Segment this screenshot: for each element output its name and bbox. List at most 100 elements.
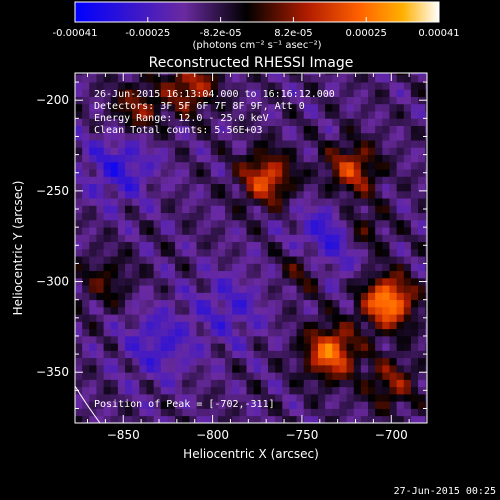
heatmap-cell bbox=[239, 241, 247, 250]
heatmap-cell bbox=[267, 96, 276, 105]
heatmap-cell bbox=[310, 393, 319, 402]
heatmap-cell bbox=[167, 335, 176, 344]
heatmap-cell bbox=[253, 241, 262, 250]
heatmap-cell bbox=[117, 190, 126, 199]
heatmap-cell bbox=[182, 96, 190, 105]
heatmap-cell bbox=[267, 306, 276, 315]
heatmap-cell bbox=[346, 263, 355, 272]
heatmap-cell bbox=[410, 118, 419, 126]
heatmap-cell bbox=[267, 227, 276, 235]
heatmap-cell bbox=[368, 299, 376, 308]
heatmap-cell bbox=[375, 154, 383, 163]
heatmap-cell bbox=[382, 263, 390, 272]
heatmap-cell bbox=[110, 205, 119, 214]
heatmap-cell bbox=[318, 154, 326, 163]
heatmap-cell bbox=[89, 198, 97, 206]
heatmap-cell bbox=[232, 219, 240, 228]
heatmap-cell bbox=[125, 343, 133, 351]
heatmap-cell bbox=[396, 292, 405, 301]
heatmap-cell bbox=[410, 103, 419, 112]
heatmap-cell bbox=[368, 277, 376, 286]
heatmap-cell bbox=[296, 125, 305, 134]
heatmap-cell bbox=[203, 328, 212, 337]
heatmap-cell bbox=[217, 154, 226, 163]
heatmap-cell bbox=[110, 190, 119, 199]
heatmap-cell bbox=[89, 263, 97, 272]
heatmap-cell bbox=[353, 306, 362, 315]
heatmap-cell bbox=[375, 132, 383, 141]
heatmap-cell bbox=[260, 73, 269, 76]
heatmap-cell bbox=[225, 393, 233, 402]
heatmap-cell bbox=[267, 103, 276, 112]
heatmap-cell bbox=[310, 386, 319, 395]
heatmap-cell bbox=[210, 74, 219, 83]
heatmap-cell bbox=[167, 299, 176, 308]
heatmap-cell bbox=[360, 132, 369, 141]
heatmap-cell bbox=[125, 415, 133, 423]
heatmap-cell bbox=[75, 154, 83, 163]
heatmap-cell bbox=[82, 241, 90, 250]
heatmap-cell bbox=[339, 292, 347, 301]
heatmap-cell bbox=[225, 306, 233, 315]
heatmap-cell bbox=[353, 118, 362, 126]
heatmap-cell bbox=[375, 343, 383, 351]
heatmap-cell bbox=[167, 176, 176, 185]
heatmap-cell bbox=[96, 372, 104, 380]
heatmap-cell bbox=[318, 299, 326, 308]
heatmap-cell bbox=[217, 386, 226, 395]
heatmap-cell bbox=[410, 161, 419, 170]
heatmap-cell bbox=[117, 111, 126, 119]
heatmap-cell bbox=[217, 169, 226, 177]
heatmap-cell bbox=[289, 74, 297, 83]
heatmap-cell bbox=[153, 393, 162, 402]
heatmap-cell bbox=[360, 408, 369, 417]
heatmap-cell bbox=[418, 219, 426, 228]
heatmap-cell bbox=[253, 176, 262, 185]
heatmap-cell bbox=[196, 183, 205, 192]
heatmap-cell bbox=[167, 190, 176, 199]
heatmap-cell bbox=[389, 248, 398, 257]
heatmap-cell bbox=[403, 111, 412, 119]
heatmap-cell bbox=[382, 248, 390, 257]
heatmap-cell bbox=[146, 234, 155, 243]
heatmap-cell bbox=[360, 263, 369, 272]
heatmap-cell bbox=[132, 263, 140, 272]
heatmap-cell bbox=[167, 357, 176, 366]
heatmap-cell bbox=[182, 321, 190, 330]
heatmap-cell bbox=[89, 96, 97, 105]
heatmap-cell bbox=[382, 73, 390, 76]
heatmap-cell bbox=[396, 169, 405, 177]
heatmap-cell bbox=[418, 132, 426, 141]
heatmap-cell bbox=[332, 321, 340, 330]
heatmap-cell bbox=[303, 147, 312, 155]
heatmap-cell bbox=[303, 96, 312, 105]
heatmap-cell bbox=[403, 343, 412, 351]
heatmap-cell bbox=[139, 256, 147, 264]
heatmap-cell bbox=[75, 198, 83, 206]
heatmap-cell bbox=[296, 248, 305, 257]
heatmap-cell bbox=[139, 205, 147, 214]
heatmap-cell bbox=[267, 357, 276, 366]
heatmap-cell bbox=[182, 314, 190, 322]
heatmap-cell bbox=[310, 234, 319, 243]
heatmap-cell bbox=[296, 372, 305, 380]
heatmap-cell bbox=[182, 140, 190, 148]
heatmap-cell bbox=[146, 263, 155, 272]
heatmap-cell bbox=[418, 74, 426, 83]
heatmap-cell bbox=[225, 82, 233, 90]
heatmap-cell bbox=[96, 379, 104, 388]
heatmap-cell bbox=[110, 357, 119, 366]
heatmap-cell bbox=[389, 190, 398, 199]
heatmap-cell bbox=[267, 212, 276, 221]
heatmap-cell bbox=[153, 169, 162, 177]
heatmap-cell bbox=[125, 118, 133, 126]
heatmap-cell bbox=[239, 125, 247, 134]
heatmap-cell bbox=[125, 306, 133, 315]
heatmap-cell bbox=[267, 219, 276, 228]
heatmap-cell bbox=[239, 292, 247, 301]
heatmap-cell bbox=[410, 147, 419, 155]
heatmap-cell bbox=[389, 219, 398, 228]
heatmap-cell bbox=[132, 335, 140, 344]
heatmap-cell bbox=[253, 183, 262, 192]
heatmap-cell bbox=[403, 96, 412, 105]
